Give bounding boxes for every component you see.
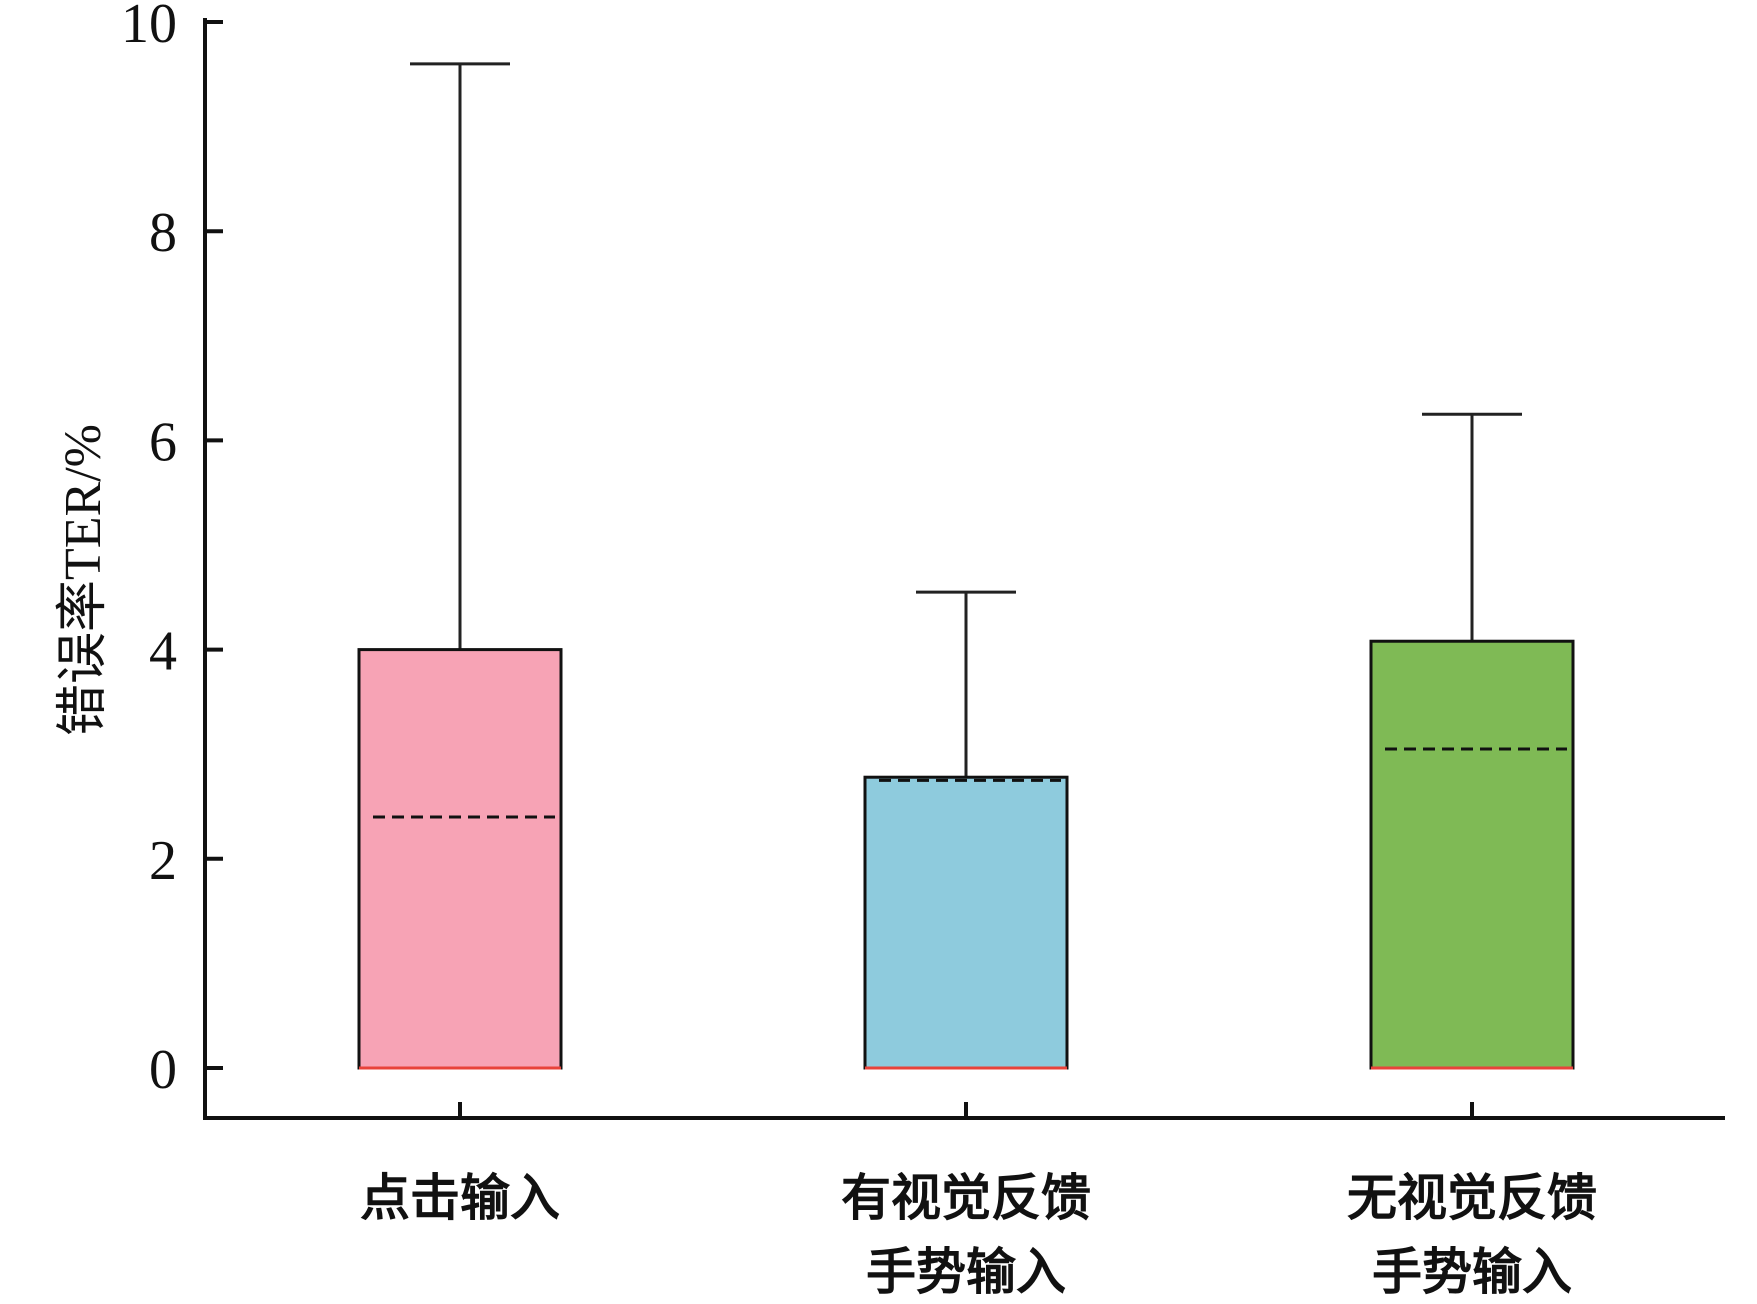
x-category-label-line: 有视觉反馈 — [841, 1169, 1091, 1227]
y-axis-label: 错误率TER/% — [55, 424, 112, 736]
box-rect — [863, 775, 1069, 1070]
x-category-label: 无视觉反馈手势输入 — [1347, 1169, 1597, 1301]
y-tick-label: 10 — [121, 0, 177, 55]
y-tick-label: 2 — [149, 830, 177, 892]
x-category-label-line: 手势输入 — [866, 1243, 1066, 1301]
box-rect — [1369, 639, 1575, 1070]
x-category-label-line: 点击输入 — [360, 1169, 560, 1227]
y-tick-label: 0 — [149, 1039, 177, 1101]
x-category-label: 有视觉反馈手势输入 — [841, 1169, 1091, 1301]
x-category-label: 点击输入 — [360, 1169, 560, 1227]
x-category-label-line: 手势输入 — [1372, 1243, 1572, 1301]
y-tick-label: 4 — [149, 621, 177, 683]
y-tick-label: 8 — [149, 202, 177, 264]
box-rect — [357, 648, 563, 1070]
y-tick-label: 6 — [149, 411, 177, 473]
x-category-label-line: 无视觉反馈 — [1347, 1169, 1597, 1227]
